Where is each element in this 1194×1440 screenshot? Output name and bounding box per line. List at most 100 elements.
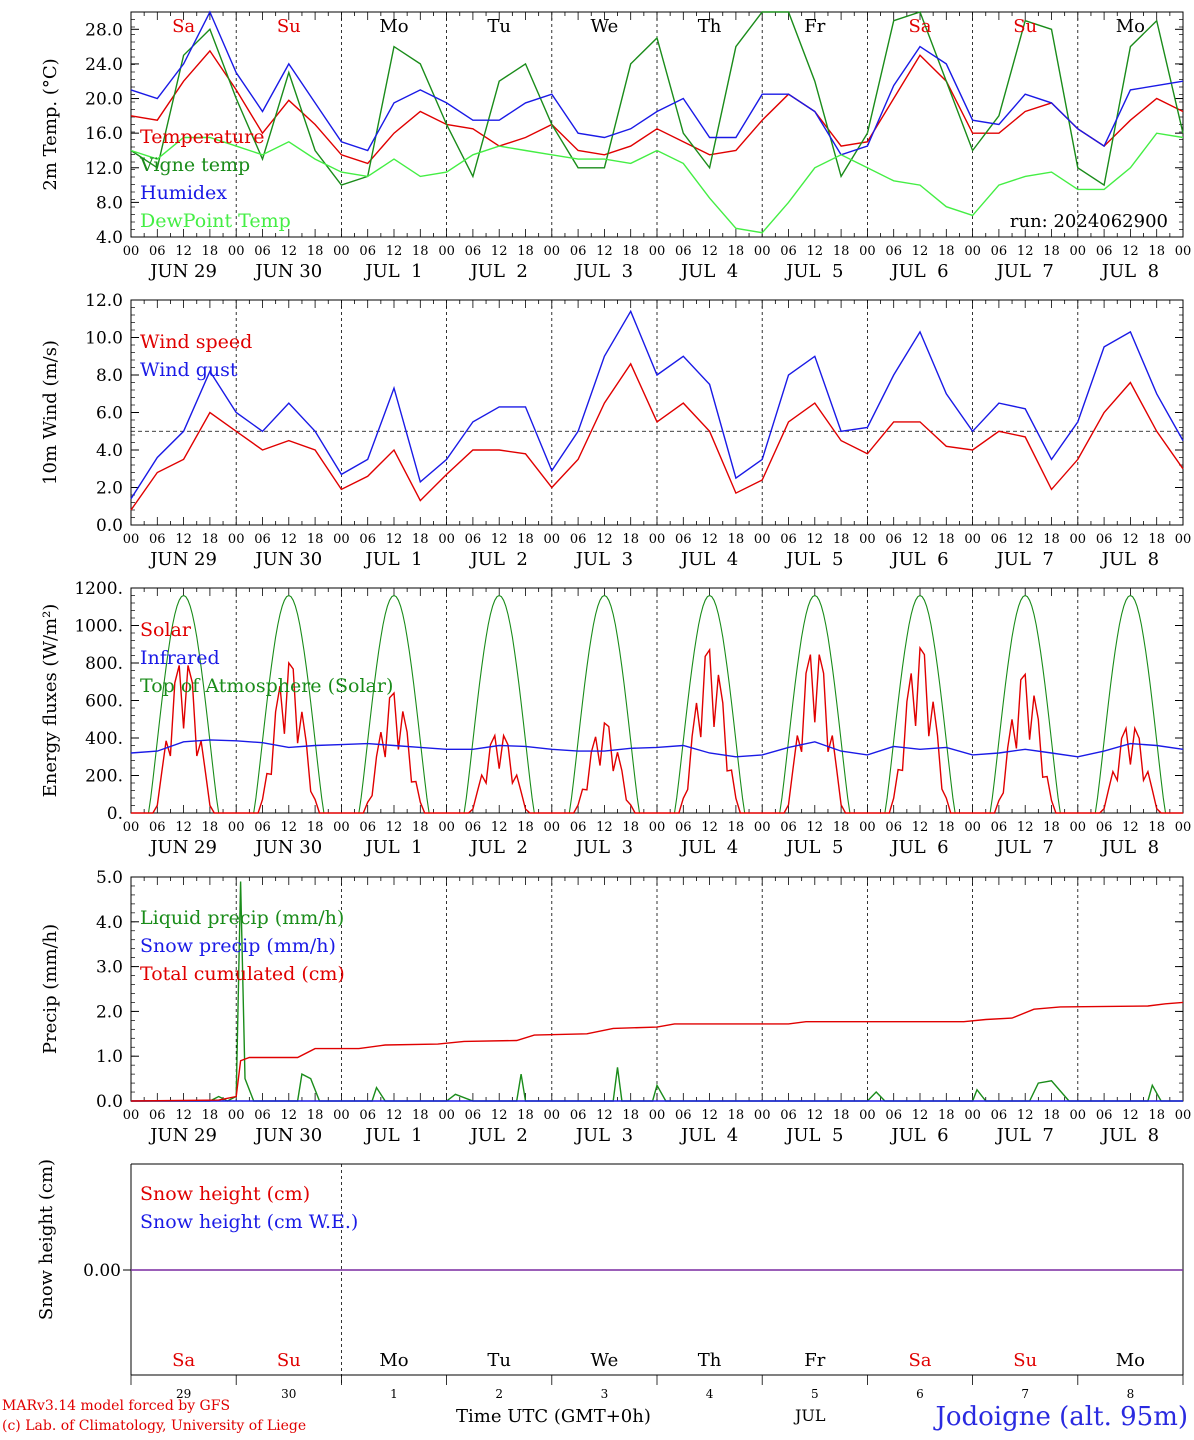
hour-tick-label: 06 [885, 244, 902, 259]
hour-tick-label: 18 [622, 820, 639, 835]
legend-entry: Humidex [140, 182, 227, 204]
hour-tick-label: 12 [386, 820, 403, 835]
hour-tick-label: 18 [938, 820, 955, 835]
hour-tick-label: 12 [1017, 820, 1034, 835]
weekday-label: Sa [908, 16, 931, 37]
weekday-label: Fr [804, 16, 825, 37]
hour-tick-label: 12 [912, 820, 929, 835]
y-tick-label: 800. [85, 654, 123, 674]
series-line-total-cumulated-cm- [130, 1001, 1184, 1102]
y-tick-label: 6.0 [96, 404, 123, 424]
hour-tick-label: 12 [386, 1108, 403, 1123]
hour-tick-label: 18 [202, 1108, 219, 1123]
y-axis-label-2: Energy fluxes (W/m²) [40, 604, 61, 798]
hour-tick-label: 12 [1122, 1108, 1139, 1123]
hour-tick-label: 18 [833, 1108, 850, 1123]
day-label: JUN 30 [253, 1125, 322, 1146]
hour-tick-label: 00 [964, 532, 981, 547]
hour-tick-label: 00 [1175, 1108, 1192, 1123]
y-tick-label: 0.0 [96, 1092, 123, 1112]
weekday-label: Tu [487, 1350, 511, 1371]
y-tick-label: 400. [85, 729, 123, 749]
hour-tick-label: 18 [1043, 244, 1060, 259]
series-line-vigne-temp [130, 11, 1184, 187]
weekday-label: Su [277, 16, 301, 37]
y-tick-label: 0.0 [96, 516, 123, 536]
day-label: JUN 29 [148, 261, 217, 282]
hour-tick-label: 00 [964, 244, 981, 259]
hour-tick-label: 00 [859, 1108, 876, 1123]
y-tick-label: 4.0 [96, 913, 123, 933]
hour-tick-label: 18 [622, 244, 639, 259]
legend-entry: Wind speed [140, 331, 252, 353]
hour-tick-label: 12 [596, 1108, 613, 1123]
hour-tick-label: 06 [570, 244, 587, 259]
hour-tick-label: 00 [333, 820, 350, 835]
day-label: JUL 4 [679, 549, 738, 570]
hour-tick-label: 06 [465, 532, 482, 547]
hour-tick-label: 00 [649, 244, 666, 259]
legend-entry: Vigne temp [139, 154, 250, 176]
day-number-label: 2 [495, 1387, 503, 1401]
hour-tick-label: 06 [149, 820, 166, 835]
day-label: JUL 4 [679, 837, 738, 858]
y-axis-label-3: Precip (mm/h) [40, 924, 61, 1054]
hour-tick-label: 18 [622, 1108, 639, 1123]
day-label: JUL 2 [469, 261, 528, 282]
hour-tick-label: 06 [1096, 244, 1113, 259]
hour-tick-label: 06 [675, 1108, 692, 1123]
day-label: JUL 7 [995, 1125, 1054, 1146]
hour-tick-label: 00 [859, 244, 876, 259]
hour-tick-label: 18 [728, 532, 745, 547]
hour-tick-label: 06 [359, 1108, 376, 1123]
hour-tick-label: 06 [675, 244, 692, 259]
y-tick-label: 0. [107, 804, 123, 824]
day-label: JUL 7 [995, 549, 1054, 570]
weekday-label: We [591, 16, 619, 37]
hour-tick-label: 00 [123, 532, 140, 547]
hour-tick-label: 18 [1043, 820, 1060, 835]
hour-tick-label: 12 [491, 820, 508, 835]
hour-tick-label: 06 [780, 244, 797, 259]
weekday-label: Th [698, 16, 722, 37]
hour-tick-label: 12 [1017, 244, 1034, 259]
weekday-label: Mo [379, 1350, 408, 1371]
hour-tick-label: 18 [833, 532, 850, 547]
hour-tick-label: 00 [544, 244, 561, 259]
hour-tick-label: 06 [359, 244, 376, 259]
y-tick-label: 20.0 [85, 90, 123, 110]
hour-tick-label: 06 [1096, 820, 1113, 835]
day-number-label: 1 [390, 1387, 398, 1401]
y-axis-label-0: 2m Temp. (°C) [40, 58, 61, 190]
series-line-wind-speed [130, 362, 1184, 511]
y-tick-label: 10.0 [85, 329, 123, 349]
hour-tick-label: 12 [1122, 244, 1139, 259]
hour-tick-label: 06 [254, 820, 271, 835]
hour-tick-label: 00 [544, 820, 561, 835]
day-label: JUL 2 [469, 1125, 528, 1146]
hour-tick-label: 00 [1175, 820, 1192, 835]
hour-tick-label: 00 [123, 820, 140, 835]
weekday-label: Tu [487, 16, 511, 37]
hour-tick-label: 00 [228, 820, 245, 835]
hour-tick-label: 06 [149, 1108, 166, 1123]
hour-tick-label: 06 [885, 1108, 902, 1123]
hour-tick-label: 18 [202, 532, 219, 547]
hour-tick-label: 06 [885, 820, 902, 835]
hour-tick-label: 18 [517, 532, 534, 547]
station-name: Jodoigne (alt. 95m) [935, 1402, 1188, 1432]
hour-tick-label: 12 [1017, 1108, 1034, 1123]
hour-tick-label: 18 [728, 820, 745, 835]
hour-tick-label: 06 [570, 532, 587, 547]
hour-tick-label: 06 [991, 244, 1008, 259]
day-label: JUL 6 [889, 261, 948, 282]
day-label: JUL 6 [889, 837, 948, 858]
hour-tick-label: 00 [754, 820, 771, 835]
y-tick-label: 2.0 [96, 479, 123, 499]
day-number-label: 8 [1127, 1387, 1135, 1401]
hour-tick-label: 00 [438, 820, 455, 835]
day-label: JUL 8 [1100, 549, 1159, 570]
day-label: JUL 5 [784, 261, 843, 282]
weekday-label: Su [1013, 16, 1037, 37]
hour-tick-label: 12 [386, 244, 403, 259]
